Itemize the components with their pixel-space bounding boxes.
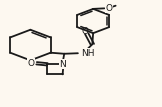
Text: O: O xyxy=(106,4,113,13)
Text: N: N xyxy=(59,60,66,69)
Text: O: O xyxy=(27,59,34,68)
Text: NH: NH xyxy=(81,49,95,58)
Text: O: O xyxy=(82,27,89,36)
